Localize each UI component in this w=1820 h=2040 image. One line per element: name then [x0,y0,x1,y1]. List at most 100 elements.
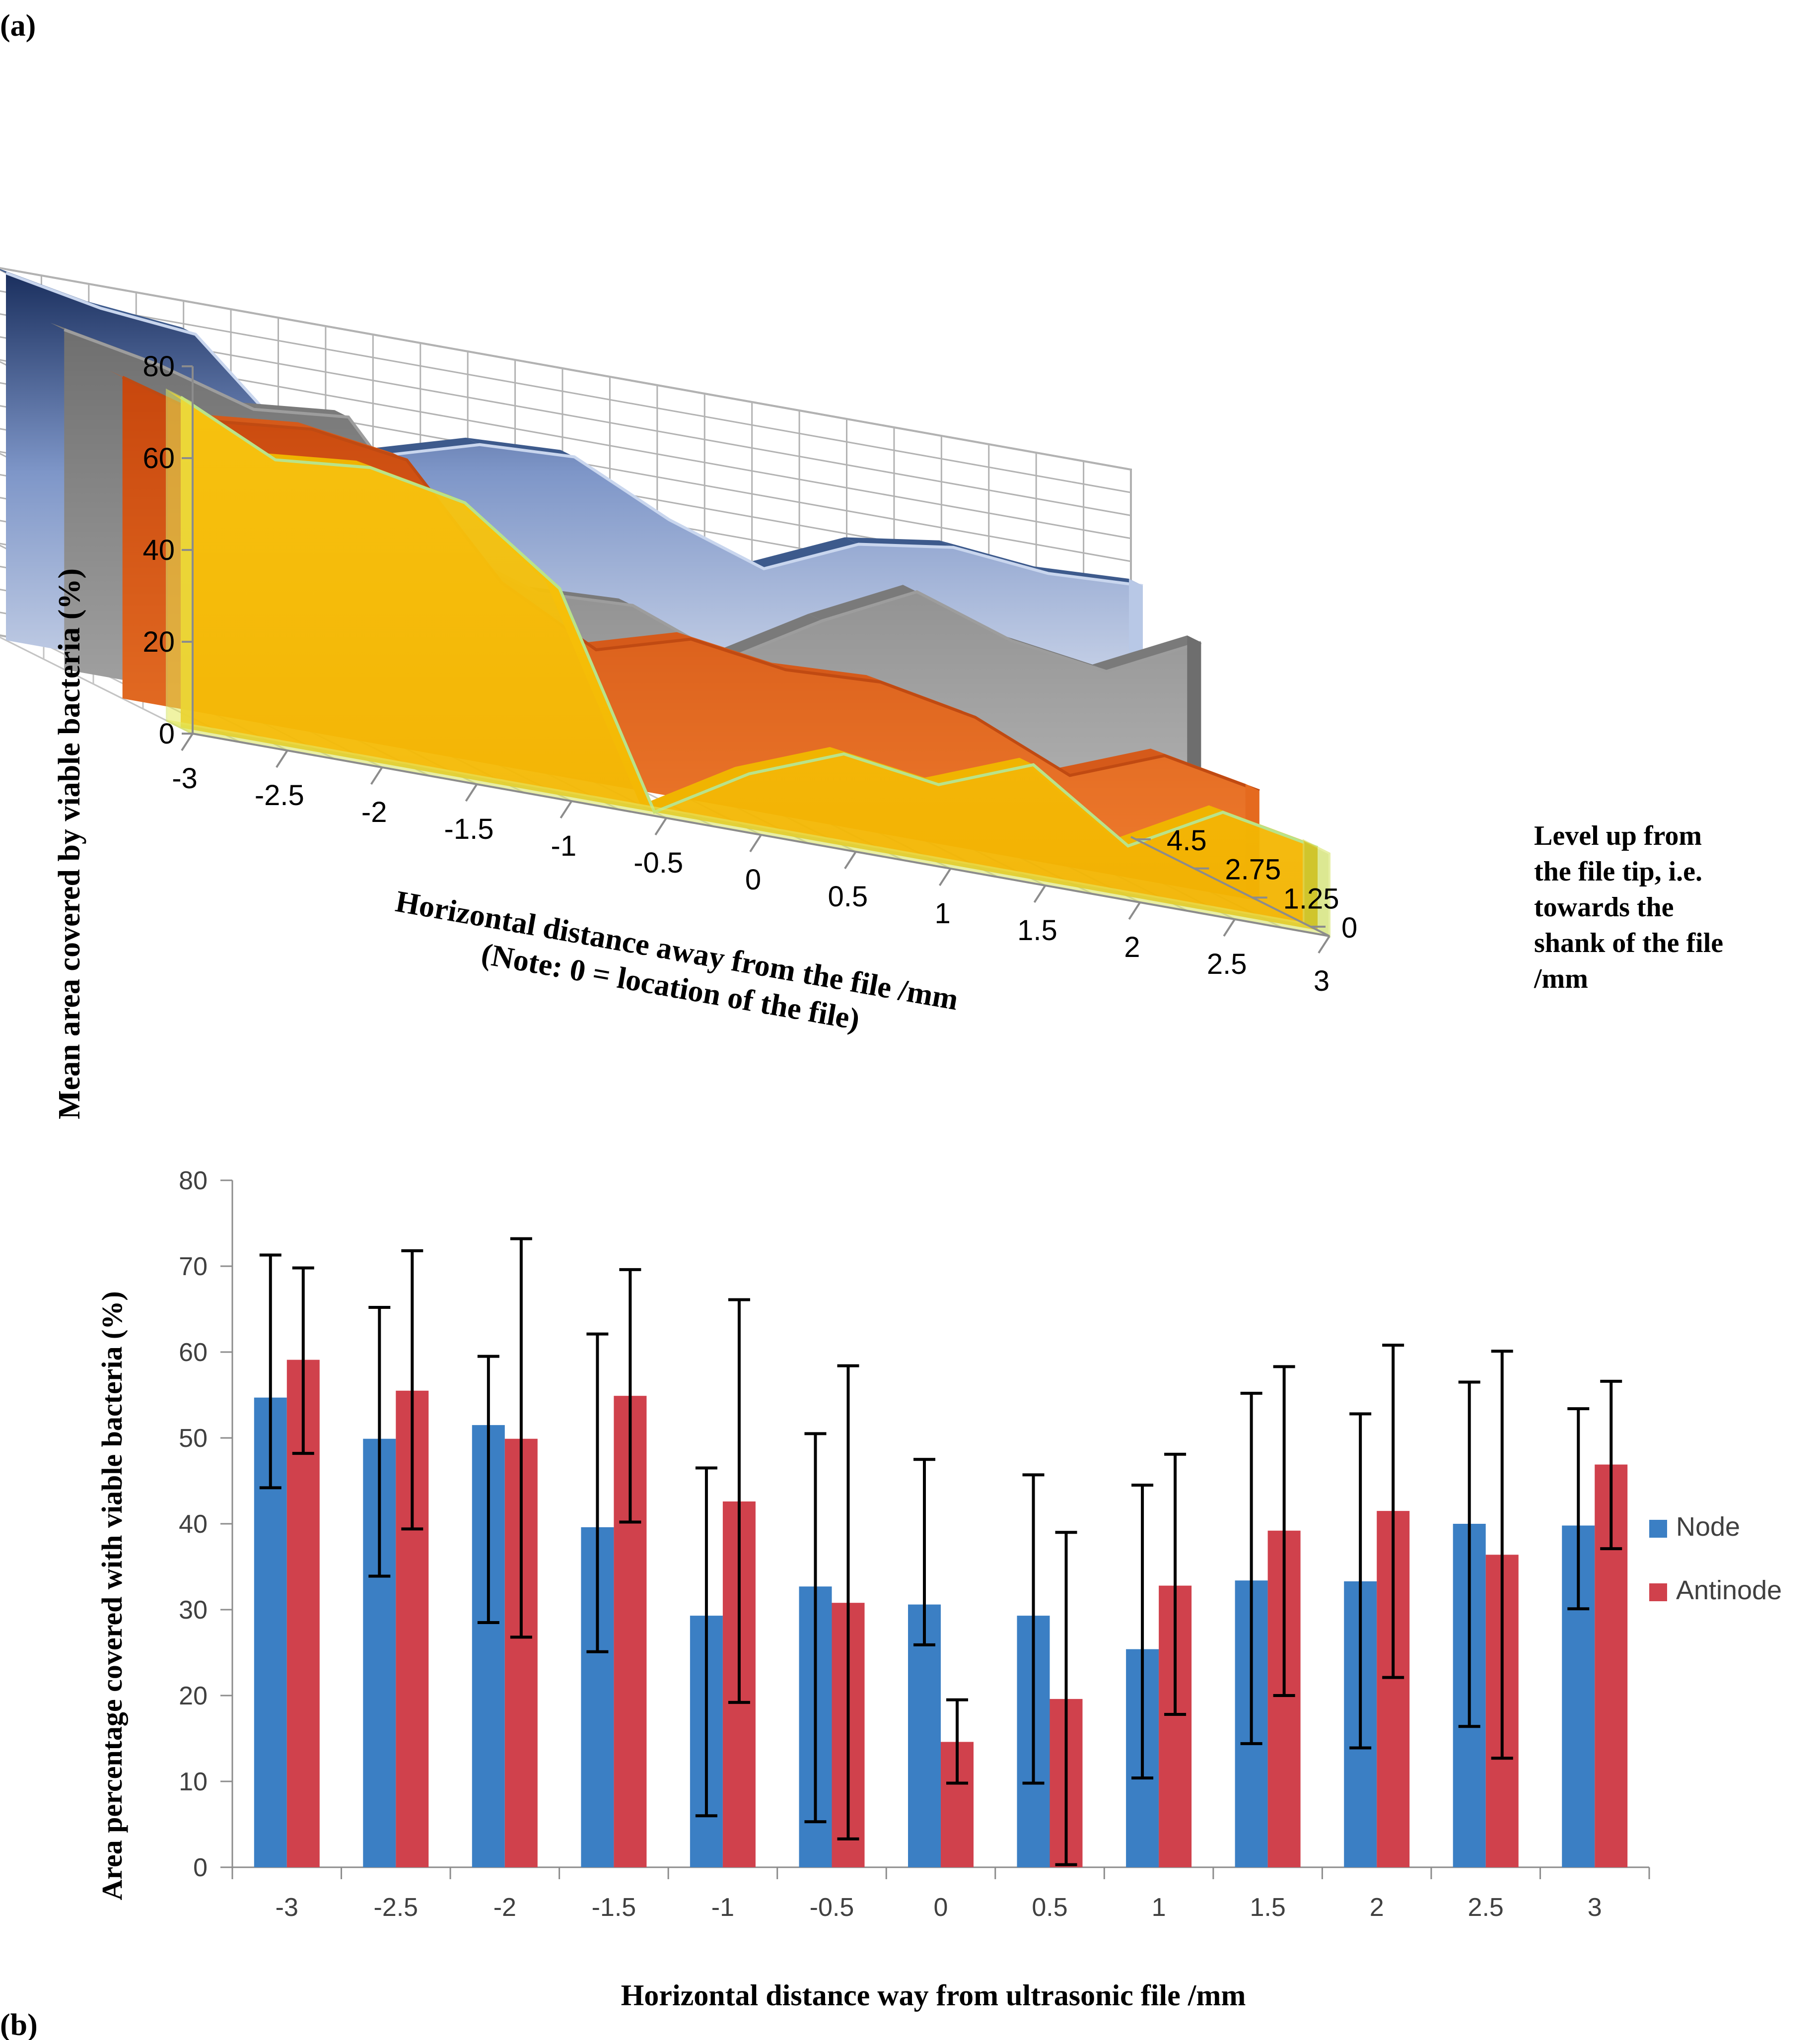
chart-b-x-tick-label: -0.5 [810,1893,854,1922]
chart-a-x-tick [844,851,857,870]
chart-b-y-tick-label: 60 [179,1338,208,1367]
chart-a-area-top [924,757,1034,785]
chart-b-x-tick-label: 2.5 [1468,1893,1504,1922]
chart-a-z-tick-label: 1.25 [1283,883,1339,915]
chart-a-x-tick-label: -2 [361,796,387,828]
chart-a-x-tick [1033,884,1047,903]
chart-a-back-gridline [0,290,1131,493]
chart-a-x-tick-label: -0.5 [633,847,683,879]
chart-b-error-bar [1458,1380,1480,1728]
chart-a-z-label-line: /mm [1534,963,1588,994]
chart-a-area-face [181,397,1318,930]
chart-b-error-bar [1022,1473,1045,1785]
chart-b-y-tick-label: 80 [179,1166,208,1195]
chart-a-y-tick-label: 80 [142,350,175,383]
chart-a-area-top [750,537,859,569]
chart-a-area-top [1114,805,1223,846]
legend-label-antinode: Antinode [1676,1575,1782,1605]
chart-a-area-line [122,376,1260,793]
chart-a-x-tick-label: 1.5 [1017,914,1057,947]
chart-b-error-bar [368,1306,391,1578]
chart-b-error-bar [1055,1531,1077,1866]
chart-a-z-label-line: towards the [1534,892,1674,923]
chart-b-x-tick-label: 1.5 [1250,1893,1285,1922]
chart-b-error-bar [1382,1344,1404,1679]
chart-a-area-top [735,747,844,774]
chart-b-error-bar [586,1332,609,1653]
chart-b-y-tick-label: 50 [179,1424,208,1453]
chart-b-y-tick-label: 40 [179,1510,208,1539]
chart-a-x-tick-label: 2.5 [1207,948,1247,980]
chart-b-error-bar [837,1364,859,1840]
chart-b-x-tick-label: 3 [1588,1893,1602,1922]
chart-a-z-axis-line [1130,836,1330,937]
chart-b-x-tick-label: 1 [1152,1893,1166,1922]
chart-b-bar-node [908,1604,941,1867]
chart-a-x-tick [654,817,667,836]
chart-b-x-tick-label: 0 [934,1893,948,1922]
chart-a-x-tick [276,749,288,768]
chart-a-area-top [844,537,954,547]
chart-a-area-line [180,396,1319,849]
chart-a: 0 20 40 60 80 -3 -2.5 -2 -1.5 -1 -0.5 0 0.5 1 1.5 2 2.5… [0,267,1723,1119]
chart-b-x-tick-label: -2.5 [374,1893,419,1922]
chart-b-error-bar [259,1253,281,1490]
chart-b-error-bar [1131,1484,1154,1780]
chart-b-error-bar [1349,1412,1372,1750]
legend-swatch-node [1649,1520,1667,1538]
chart-b-y-tick-label: 30 [179,1596,208,1625]
chart-b-x-tick-label: 2 [1370,1893,1384,1922]
chart-b-error-bar [292,1266,314,1455]
chart-a-x-tick-label: 3 [1314,965,1330,997]
chart-a-area-top [640,767,749,812]
legend-swatch-antinode [1649,1583,1667,1601]
chart-b-error-bar [510,1237,532,1639]
chart-a-area-line [64,328,1202,673]
chart-a-x-tick-label: -3 [172,762,198,795]
chart-a-areas [0,269,1330,938]
chart-a-back-gridline [0,267,1131,471]
chart-a-area-top [1092,635,1201,672]
chart-a-floor-gridline [0,636,193,735]
legend-label-node: Node [1676,1512,1740,1542]
chart-b-x-tick-label: 0.5 [1032,1893,1067,1922]
chart-b-error-bar [401,1249,423,1531]
chart-a-z-label-line: the file tip, i.e. [1534,856,1702,887]
chart-a-area-top [1056,748,1165,776]
chart-a-y-tick-label: 60 [142,442,175,475]
chart-a-y-tick-label: 40 [142,534,175,566]
chart-b-y-tick-label: 0 [193,1853,208,1882]
chart-b-y-tick-label: 10 [179,1768,208,1796]
chart-b-x-axis-label: Horizontal distance way from ultrasonic … [621,1979,1246,2012]
chart-b-x-tick-label: -3 [276,1893,298,1922]
panel-label-a: (a) [0,9,36,43]
chart-a-x-tick-label: 0 [745,864,761,896]
chart-a-y-ticks: 0 20 40 60 80 [142,350,193,750]
chart-a-x-tick [560,800,573,819]
chart-a-z-label-line: Level up from [1534,820,1702,851]
chart-b-error-bar [477,1355,499,1624]
chart-a-z-axis-label: Level up from the file tip, i.e. towards… [1534,820,1723,994]
chart-a-x-tick-label: -2.5 [255,779,304,812]
chart-a-y-tick-label: 20 [142,626,175,658]
chart-a-area-top [808,585,917,621]
chart-b: 0 10 20 30 40 50 60 70 80 -3 -2.5 -2 -1.5 -1 -0.5 0 0.5… [96,1166,1782,2012]
chart-a-z-tick-label: 4.5 [1167,824,1207,857]
chart-a-area-top [582,632,691,650]
chart-a-x-tick [1223,918,1236,937]
chart-b-error-bars [259,1237,1622,1866]
chart-a-x-tick-label: 2 [1124,931,1140,963]
chart-b-y-tick-label: 70 [179,1252,208,1281]
chart-b-error-bar [1164,1452,1187,1716]
chart-b-error-bar [913,1458,935,1646]
chart-b-error-bar [804,1432,827,1824]
chart-b-error-bar [728,1298,750,1704]
chart-b-error-bar [1273,1365,1295,1697]
chart-a-y-tick-label: 0 [159,718,175,750]
chart-a-x-tick [1128,901,1141,920]
chart-b-x-tick-label: -1 [711,1893,734,1922]
chart-b-x-tick-label: -2 [493,1893,516,1922]
chart-a-z-tick-label: 2.75 [1225,854,1281,886]
chart-a-x-tick [181,733,194,751]
